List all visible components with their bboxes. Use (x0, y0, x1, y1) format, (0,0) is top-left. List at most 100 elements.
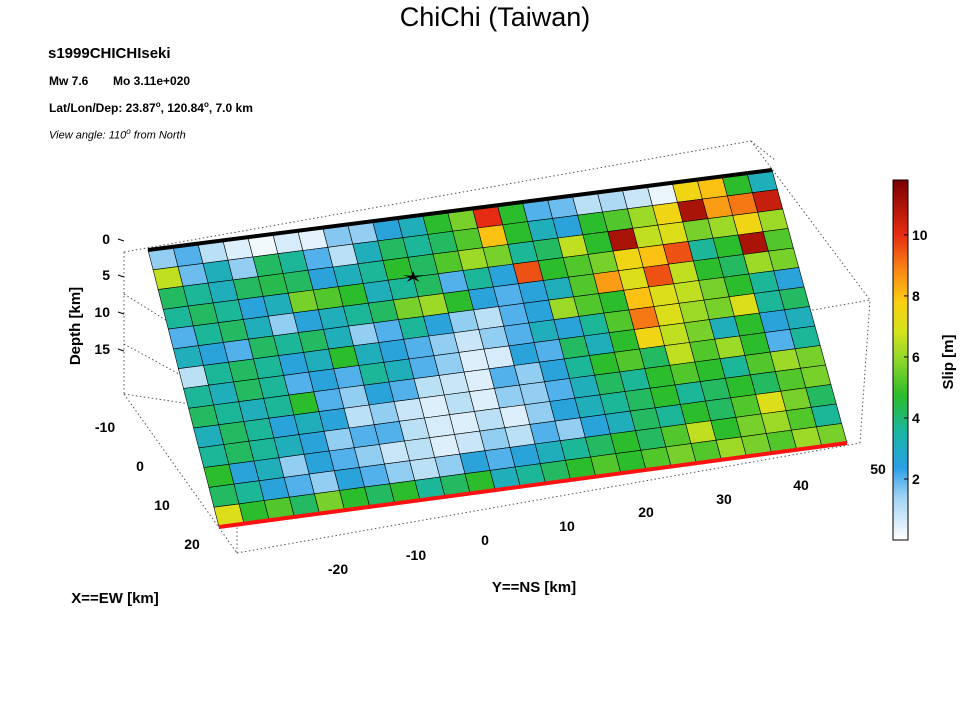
x-tick-label: 0 (136, 458, 144, 474)
y-tick-label: 30 (716, 491, 732, 507)
slip-cell (789, 325, 821, 350)
fault-top-edge (147, 168, 773, 252)
colorbar-tick-label: 6 (912, 349, 920, 365)
x-tick-label: -10 (95, 419, 115, 435)
slip-cell (363, 381, 395, 406)
view-angle-suffix: from North (130, 129, 186, 142)
slip-cell (178, 365, 209, 389)
box-edge (750, 140, 871, 301)
location-depth-text: , 7.0 km (208, 101, 253, 115)
slip-cell (223, 440, 255, 465)
event-id: s1999CHICHIseki (48, 45, 171, 62)
axis-ticks: 0 5 10 15 -10 0 10 20 -20 -10 0 10 20 30 40 50 Depth [km… (67, 231, 886, 607)
slip-cell (778, 286, 810, 311)
y-tick-label: -20 (328, 561, 348, 577)
degree-symbol: o (126, 127, 131, 136)
chart-title: ChiChi (Taiwan) (399, 2, 591, 32)
x-axis-label: X==EW [km] (71, 590, 159, 607)
grid-line (123, 343, 237, 406)
box-edge (859, 299, 871, 444)
slip-cell (353, 342, 385, 366)
colorbar-label: Slip [m] (940, 334, 957, 389)
location-lat-text: Lat/Lon/Dep: 23.87 (49, 101, 156, 115)
y-tick-label: 0 (481, 532, 489, 548)
y-tick-label: 20 (638, 504, 654, 520)
slip-cell (228, 460, 260, 485)
slip-cell (278, 453, 310, 478)
x-tick-label: 10 (154, 497, 170, 513)
depth-tick (117, 311, 125, 315)
colorbar-scale (892, 179, 909, 541)
slip-cell (193, 424, 225, 449)
colorbar-tick-label: 2 (912, 471, 920, 487)
y-tick-label: 10 (559, 518, 575, 534)
degree-symbol: o (155, 100, 161, 109)
slip-cell (208, 381, 240, 406)
slip-cell (343, 404, 375, 429)
slip-cell (298, 430, 330, 455)
slip-cell (353, 444, 385, 468)
depth-tick (117, 348, 125, 352)
slip-cell (293, 411, 325, 435)
depth-tick-label: 5 (102, 267, 110, 283)
location-lon-text: , 120.84 (160, 101, 204, 115)
box-edge (123, 393, 238, 412)
slip-cell (773, 267, 805, 291)
y-tick-label: -10 (406, 547, 426, 563)
slip-cell (303, 450, 335, 475)
slip-cell (424, 414, 455, 439)
slip-cell (208, 483, 240, 508)
colorbar: 2 4 6 8 10 Slip [m] (892, 179, 957, 541)
slip-cell (218, 421, 250, 445)
magnitude-text: Mw 7.6 (49, 74, 89, 88)
slip-cell (278, 352, 310, 376)
depth-tick (117, 238, 125, 242)
slip-cell (784, 306, 816, 330)
view-angle-value: View angle: 110 (49, 129, 127, 142)
slip-cell (404, 437, 436, 462)
moment-text: Mo 3.11e+020 (113, 74, 191, 88)
slip-cell (233, 480, 265, 505)
slip-cell (794, 345, 826, 369)
box-edge (236, 442, 861, 554)
y-axis-label: Y==NS [km] (492, 579, 576, 596)
slip-cell (379, 440, 410, 465)
x-tick-label: 20 (184, 536, 200, 552)
slip-cell (273, 434, 305, 459)
depth-tick-label: 15 (94, 341, 110, 357)
box-edge (750, 140, 776, 161)
box-edge (123, 393, 238, 554)
slip-cell (198, 444, 230, 468)
depth-axis-label: Depth [km] (67, 287, 84, 365)
slip-cell (328, 447, 360, 472)
slip-cell (203, 463, 235, 488)
degree-symbol: o (203, 100, 209, 109)
slip-cell (313, 388, 345, 412)
colorbar-tick-label: 4 (912, 410, 920, 426)
depth-tick-label: 10 (94, 304, 110, 320)
colorbar-tick-label: 8 (912, 288, 920, 304)
slip-cell (810, 403, 842, 428)
slip-cell (333, 365, 365, 389)
depth-tick-label: 0 (102, 231, 110, 247)
colorbar-tick-label: 10 (912, 227, 928, 243)
slip-cell (805, 384, 837, 408)
view-angle-text: View angle: 110o from North (49, 127, 186, 142)
slip-cell (768, 247, 800, 272)
slip-cell (752, 189, 784, 213)
slip-cell (263, 394, 295, 419)
slip-cell (800, 364, 832, 389)
slip-cell (253, 457, 285, 482)
slip-cell (213, 401, 245, 426)
slip-cell (268, 414, 300, 439)
fault-plane (147, 168, 848, 529)
y-tick-label: 40 (793, 477, 809, 493)
depth-tick (117, 274, 125, 278)
slip-cell (258, 375, 290, 399)
hypocenter-star-icon (402, 271, 424, 282)
slip-cell (757, 208, 789, 233)
slip-cell (298, 329, 329, 353)
slip-cell (383, 358, 415, 383)
fault-bottom-edge (218, 441, 848, 529)
